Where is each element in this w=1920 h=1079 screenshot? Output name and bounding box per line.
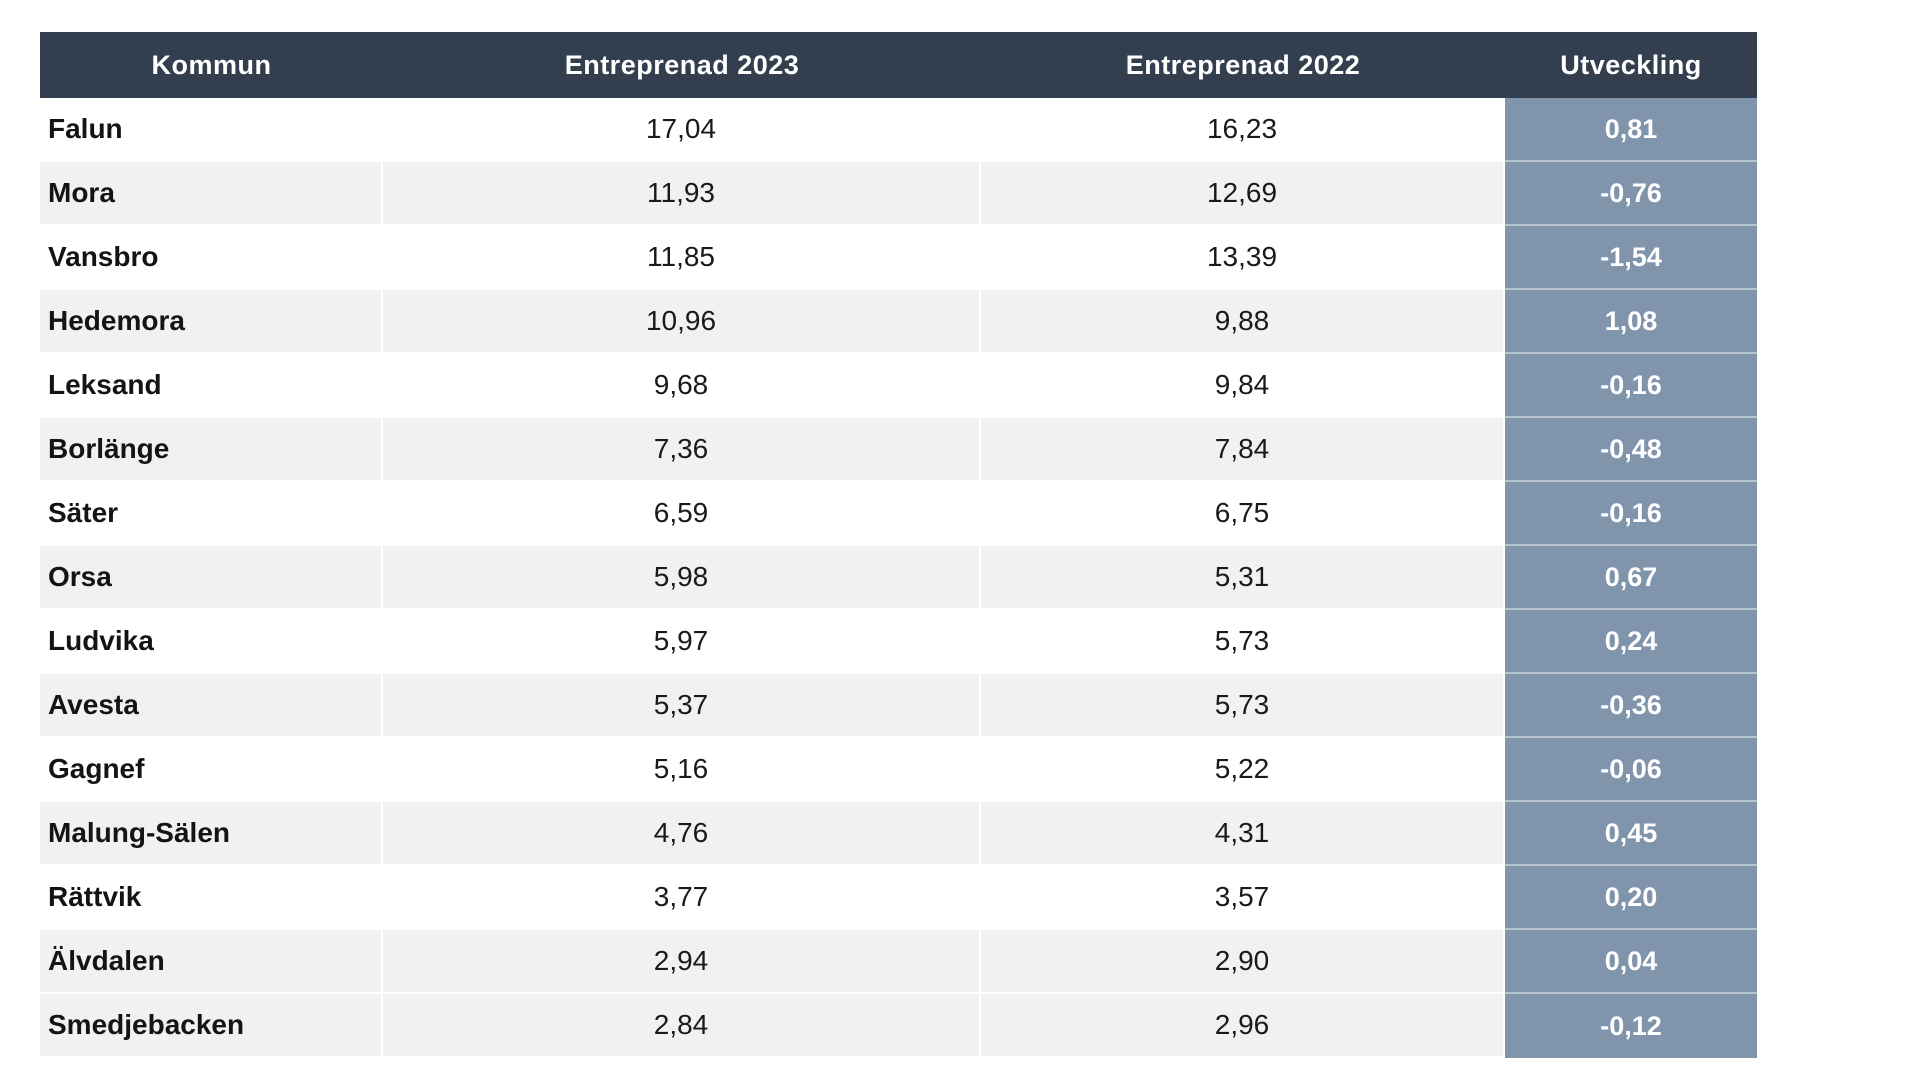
table-row: Leksand 9,68 9,84 -0,16 xyxy=(40,354,1757,418)
entreprenad-2022-cell: 2,96 xyxy=(981,994,1505,1058)
kommun-cell: Rättvik xyxy=(40,866,383,930)
entreprenad-2022-cell: 16,23 xyxy=(981,98,1505,162)
kommun-cell: Falun xyxy=(40,98,383,162)
entreprenad-2023-cell: 2,84 xyxy=(383,994,981,1058)
utveckling-cell: -0,12 xyxy=(1505,994,1757,1058)
utveckling-cell: 0,20 xyxy=(1505,866,1757,930)
entreprenad-2023-cell: 2,94 xyxy=(383,930,981,994)
table-row: Avesta 5,37 5,73 -0,36 xyxy=(40,674,1757,738)
entreprenad-2023-cell: 4,76 xyxy=(383,802,981,866)
utveckling-cell: -0,36 xyxy=(1505,674,1757,738)
table-row: Älvdalen 2,94 2,90 0,04 xyxy=(40,930,1757,994)
column-header-entreprenad-2023: Entreprenad 2023 xyxy=(383,32,981,98)
table-row: Hedemora 10,96 9,88 1,08 xyxy=(40,290,1757,354)
table-row: Vansbro 11,85 13,39 -1,54 xyxy=(40,226,1757,290)
kommun-cell: Mora xyxy=(40,162,383,226)
table-row: Ludvika 5,97 5,73 0,24 xyxy=(40,610,1757,674)
table-row: Borlänge 7,36 7,84 -0,48 xyxy=(40,418,1757,482)
kommun-cell: Orsa xyxy=(40,546,383,610)
entreprenad-2023-cell: 7,36 xyxy=(383,418,981,482)
table-row: Falun 17,04 16,23 0,81 xyxy=(40,98,1757,162)
kommun-cell: Vansbro xyxy=(40,226,383,290)
entreprenad-2022-cell: 5,31 xyxy=(981,546,1505,610)
column-header-utveckling: Utveckling xyxy=(1505,32,1757,98)
entreprenad-2023-cell: 11,93 xyxy=(383,162,981,226)
header-row: Kommun Entreprenad 2023 Entreprenad 2022… xyxy=(40,32,1757,98)
entreprenad-2022-cell: 6,75 xyxy=(981,482,1505,546)
utveckling-cell: -0,16 xyxy=(1505,354,1757,418)
table-row: Gagnef 5,16 5,22 -0,06 xyxy=(40,738,1757,802)
utveckling-cell: 0,24 xyxy=(1505,610,1757,674)
entreprenad-2022-cell: 4,31 xyxy=(981,802,1505,866)
municipality-table: Kommun Entreprenad 2023 Entreprenad 2022… xyxy=(40,32,1757,1058)
entreprenad-2023-cell: 11,85 xyxy=(383,226,981,290)
entreprenad-2022-cell: 5,73 xyxy=(981,674,1505,738)
utveckling-cell: -0,48 xyxy=(1505,418,1757,482)
entreprenad-2023-cell: 10,96 xyxy=(383,290,981,354)
entreprenad-2023-cell: 5,97 xyxy=(383,610,981,674)
entreprenad-2022-cell: 5,73 xyxy=(981,610,1505,674)
table-row: Mora 11,93 12,69 -0,76 xyxy=(40,162,1757,226)
table-row: Orsa 5,98 5,31 0,67 xyxy=(40,546,1757,610)
kommun-cell: Avesta xyxy=(40,674,383,738)
column-header-entreprenad-2022: Entreprenad 2022 xyxy=(981,32,1505,98)
table-header: Kommun Entreprenad 2023 Entreprenad 2022… xyxy=(40,32,1757,98)
kommun-cell: Ludvika xyxy=(40,610,383,674)
utveckling-cell: -0,16 xyxy=(1505,482,1757,546)
entreprenad-2023-cell: 5,98 xyxy=(383,546,981,610)
utveckling-cell: -1,54 xyxy=(1505,226,1757,290)
utveckling-cell: 1,08 xyxy=(1505,290,1757,354)
table-body: Falun 17,04 16,23 0,81 Mora 11,93 12,69 … xyxy=(40,98,1757,1058)
entreprenad-2023-cell: 5,16 xyxy=(383,738,981,802)
kommun-cell: Leksand xyxy=(40,354,383,418)
entreprenad-2022-cell: 12,69 xyxy=(981,162,1505,226)
table-row: Smedjebacken 2,84 2,96 -0,12 xyxy=(40,994,1757,1058)
municipality-table-container: Kommun Entreprenad 2023 Entreprenad 2022… xyxy=(40,32,1757,1058)
utveckling-cell: 0,45 xyxy=(1505,802,1757,866)
entreprenad-2023-cell: 5,37 xyxy=(383,674,981,738)
entreprenad-2022-cell: 13,39 xyxy=(981,226,1505,290)
column-header-kommun: Kommun xyxy=(40,32,383,98)
entreprenad-2023-cell: 6,59 xyxy=(383,482,981,546)
entreprenad-2023-cell: 9,68 xyxy=(383,354,981,418)
kommun-cell: Älvdalen xyxy=(40,930,383,994)
kommun-cell: Malung-Sälen xyxy=(40,802,383,866)
utveckling-cell: 0,81 xyxy=(1505,98,1757,162)
entreprenad-2022-cell: 5,22 xyxy=(981,738,1505,802)
kommun-cell: Smedjebacken xyxy=(40,994,383,1058)
utveckling-cell: 0,04 xyxy=(1505,930,1757,994)
utveckling-cell: -0,76 xyxy=(1505,162,1757,226)
entreprenad-2022-cell: 9,84 xyxy=(981,354,1505,418)
entreprenad-2022-cell: 7,84 xyxy=(981,418,1505,482)
utveckling-cell: 0,67 xyxy=(1505,546,1757,610)
kommun-cell: Säter xyxy=(40,482,383,546)
entreprenad-2022-cell: 9,88 xyxy=(981,290,1505,354)
entreprenad-2023-cell: 3,77 xyxy=(383,866,981,930)
table-row: Säter 6,59 6,75 -0,16 xyxy=(40,482,1757,546)
table-row: Rättvik 3,77 3,57 0,20 xyxy=(40,866,1757,930)
table-row: Malung-Sälen 4,76 4,31 0,45 xyxy=(40,802,1757,866)
entreprenad-2022-cell: 3,57 xyxy=(981,866,1505,930)
utveckling-cell: -0,06 xyxy=(1505,738,1757,802)
entreprenad-2022-cell: 2,90 xyxy=(981,930,1505,994)
kommun-cell: Borlänge xyxy=(40,418,383,482)
kommun-cell: Hedemora xyxy=(40,290,383,354)
entreprenad-2023-cell: 17,04 xyxy=(383,98,981,162)
kommun-cell: Gagnef xyxy=(40,738,383,802)
